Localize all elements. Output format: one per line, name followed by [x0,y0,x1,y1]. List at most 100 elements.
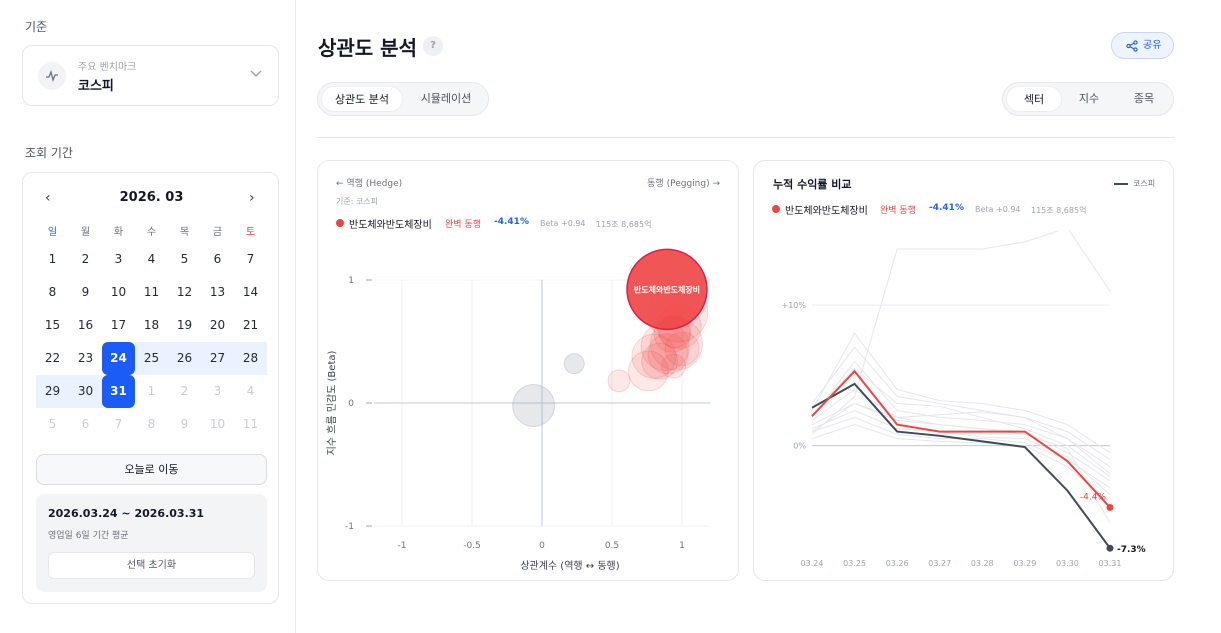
calendar-day[interactable]: 22 [44,351,61,365]
calendar-day[interactable]: 10 [110,285,127,299]
tab-correlation[interactable]: 상관도 분석 [321,86,403,112]
calendar-day[interactable]: 11 [143,285,160,299]
background-series-line [811,346,1111,475]
line-card: 누적 수익률 비교 코스피 반도체와반도체장비 완벽 동행 -4.41% Bet… [753,160,1174,581]
calendar-day[interactable]: 16 [77,318,94,332]
y-tick-label: 1 [348,276,354,286]
calendar-day[interactable]: 12 [176,285,193,299]
calendar-day[interactable]: 31 [102,375,135,408]
range-sub: 영업일 6일 기간 평균 [48,531,129,541]
y-tick-label: -1 [345,522,354,532]
calendar-day[interactable]: 23 [77,351,94,365]
calendar-day[interactable]: 7 [114,417,123,431]
calendar-day[interactable]: 3 [114,252,123,266]
calendar-day[interactable]: 14 [242,285,259,299]
range-summary: 2026.03.24 ~ 2026.03.31 영업일 6일 기간 평균 선택 … [36,494,267,592]
share-icon [1126,40,1138,52]
y-axis-label: 지수 흐름 민감도 (Beta) [326,351,338,456]
calendar-day[interactable]: 21 [242,318,259,332]
calendar-day[interactable]: 30 [69,375,102,408]
x-tick-label: 03.31 [1099,559,1122,568]
calendar-day[interactable]: 3 [213,384,222,398]
calendar-day[interactable]: 15 [44,318,61,332]
calendar-day[interactable]: 24 [102,342,135,375]
x-tick-label: 03.27 [928,559,951,568]
prev-month-icon[interactable]: ‹ [45,190,51,206]
calendar-day[interactable]: 7 [246,252,255,266]
selected-cap: 115조 8,685억 [1031,206,1087,215]
x-tick-label: 1 [679,541,685,551]
next-month-icon[interactable]: › [249,190,255,206]
segment-stock[interactable]: 종목 [1133,92,1155,105]
page-title: 상관도 분석 [318,36,417,60]
background-series-line [811,367,1111,477]
benchmark-section-label: 기준 [25,20,48,34]
segment-index[interactable]: 지수 [1078,92,1100,105]
background-series-line [811,417,1111,489]
share-label: 공유 [1143,40,1162,51]
highlight-label: 반도체와반도체장비 [634,284,700,294]
segment-sector[interactable]: 섹터 [1006,86,1062,112]
benchmark-select[interactable]: 주요 벤치마크 코스피 [22,45,279,106]
chevron-down-icon [250,70,262,77]
calendar-day[interactable]: 9 [180,417,189,431]
calendar-day[interactable]: 11 [242,417,259,431]
background-series-line [811,332,1111,454]
calendar-day[interactable]: 4 [147,252,156,266]
benchmark-value: 코스피 [78,79,114,94]
data-point [661,353,687,379]
reset-button[interactable]: 선택 초기화 [48,552,255,579]
data-point [512,383,556,427]
calendar-day[interactable]: 26 [168,342,201,375]
basis-label: 기준: 코스피 [336,197,379,206]
calendar-day[interactable]: 28 [234,342,267,375]
x-tick-label: 03.26 [886,559,909,568]
share-button[interactable]: 공유 [1111,32,1174,59]
x-tick-label: 0.5 [605,541,619,551]
background-series-line [811,231,1111,435]
unit-segments: 섹터 지수 종목 [1002,82,1174,116]
data-point [631,333,677,379]
sidebar: 기준 주요 벤치마크 코스피 조회 기간 ‹ 2026. 03 › 일 월 화 수 목 금… [0,0,296,633]
calendar-day[interactable]: 13 [209,285,226,299]
weekday-label: 월 [80,227,91,238]
pegging-hint: 동행 (Pegging) → [647,179,720,189]
x-tick-label: 0 [539,541,545,551]
legend-line-icon [1114,183,1128,185]
calendar-day[interactable]: 10 [209,417,226,431]
calendar-day[interactable]: 6 [81,417,90,431]
series-line [811,382,1111,549]
selected-dot [772,205,780,213]
selected-name: 반도체와반도체장비 [349,220,432,231]
calendar-day[interactable]: 5 [48,417,57,431]
calendar-day[interactable]: 19 [176,318,193,332]
background-series-line [811,409,1111,496]
calendar-day[interactable]: 17 [110,318,127,332]
calendar-day[interactable]: 2 [180,384,189,398]
weekday-label: 화 [113,227,124,238]
calendar-day[interactable]: 5 [180,252,189,266]
today-button[interactable]: 오늘로 이동 [36,454,267,485]
x-tick-label: 03.29 [1013,559,1036,568]
help-icon[interactable]: ? [423,36,443,56]
x-tick-label: 03.25 [843,559,866,568]
y-tick-label: 0 [348,399,354,409]
scatter-card: ← 역행 (Hedge) 동행 (Pegging) → 기준: 코스피 반도체와… [317,160,739,581]
calendar: ‹ 2026. 03 › 일 월 화 수 목 금 토 1 2 3 4 5 6 7 8 9 10 11 12 13 14 1… [22,172,279,604]
calendar-day[interactable]: 9 [81,285,90,299]
data-point [627,350,669,392]
calendar-day[interactable]: 1 [147,384,156,398]
calendar-day[interactable]: 27 [201,342,234,375]
calendar-day[interactable]: 4 [246,384,255,398]
legend-label: 코스피 [1133,179,1156,188]
tab-simulation[interactable]: 시뮬레이션 [420,92,472,105]
calendar-day[interactable]: 8 [48,285,57,299]
calendar-day[interactable]: 1 [48,252,57,266]
calendar-day[interactable]: 2 [81,252,90,266]
calendar-day[interactable]: 20 [209,318,226,332]
calendar-day[interactable]: 6 [213,252,222,266]
calendar-day[interactable]: 25 [135,342,168,375]
calendar-day[interactable]: 29 [36,375,69,408]
calendar-day[interactable]: 18 [143,318,160,332]
calendar-day[interactable]: 8 [147,417,156,431]
